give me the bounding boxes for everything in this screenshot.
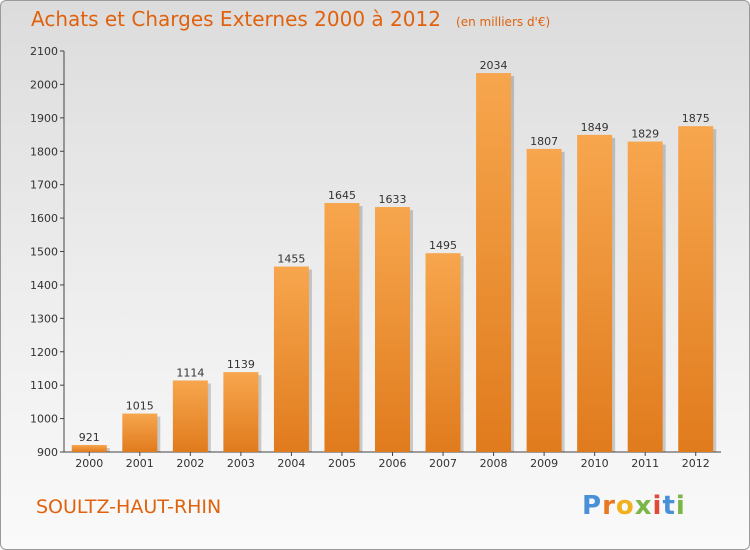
bar-value-label: 1875 (682, 112, 710, 125)
x-tick-label: 2007 (429, 457, 457, 470)
bar (172, 380, 208, 452)
x-tick-label: 2001 (126, 457, 154, 470)
x-tick-label: 2008 (480, 457, 508, 470)
bar (375, 207, 410, 452)
y-tick-label: 2100 (30, 45, 58, 58)
x-tick-label: 2004 (277, 457, 305, 470)
y-tick-label: 1400 (30, 279, 58, 292)
bar-value-label: 1015 (126, 400, 154, 413)
bar (577, 134, 613, 452)
bar-value-label: 1495 (429, 239, 457, 252)
bar (627, 141, 663, 452)
logo-letter: i (652, 491, 663, 521)
y-tick-label: 2000 (30, 78, 58, 91)
logo-letter: i (675, 491, 686, 521)
x-tick-label: 2006 (379, 457, 407, 470)
x-tick-label: 2002 (176, 457, 204, 470)
bar-value-label: 1849 (581, 121, 609, 134)
bar (122, 413, 158, 452)
bar (678, 126, 714, 452)
y-tick-label: 900 (37, 446, 58, 459)
y-tick-label: 1700 (30, 179, 58, 192)
x-tick-label: 2009 (530, 457, 558, 470)
bar (425, 253, 461, 452)
city-name: SOULTZ-HAUT-RHIN (36, 496, 222, 518)
y-tick-label: 1500 (30, 246, 58, 259)
logo-letter: o (615, 491, 635, 521)
y-tick-label: 1300 (30, 312, 58, 325)
y-tick-label: 1800 (30, 145, 58, 158)
proxiti-logo: Proxiti (582, 491, 686, 521)
x-tick-label: 2012 (682, 457, 710, 470)
x-tick-label: 2010 (581, 457, 609, 470)
bar-value-label: 1645 (328, 189, 356, 202)
bar-value-label: 1829 (631, 128, 659, 141)
bar (526, 148, 562, 452)
title-unit: (en milliers d'€) (456, 15, 551, 29)
title-main: Achats et Charges Externes 2000 à 2012 (31, 7, 441, 31)
bar-value-label: 1807 (530, 135, 558, 148)
bar-value-label: 1455 (277, 253, 305, 266)
bar (273, 266, 309, 452)
y-tick-label: 1000 (30, 413, 58, 426)
logo-letter: t (662, 491, 676, 521)
bar (476, 73, 512, 453)
y-tick-label: 1600 (30, 212, 58, 225)
logo-letter: P (582, 491, 603, 521)
logo-letter: r (602, 491, 616, 521)
x-tick-label: 2000 (75, 457, 103, 470)
bar-value-label: 1139 (227, 358, 255, 371)
bar-value-label: 2034 (480, 59, 508, 72)
bar (71, 444, 107, 452)
chart-title: Achats et Charges Externes 2000 à 2012 (… (31, 7, 550, 31)
logo-letter: x (634, 491, 653, 521)
bar (223, 372, 259, 452)
bar-value-label: 1633 (379, 193, 407, 206)
bar-value-label: 1114 (176, 366, 204, 379)
y-tick-label: 1900 (30, 112, 58, 125)
x-tick-label: 2005 (328, 457, 356, 470)
bar (324, 203, 360, 452)
y-tick-label: 1200 (30, 346, 58, 359)
x-tick-label: 2003 (227, 457, 255, 470)
y-tick-label: 1100 (30, 379, 58, 392)
x-tick-label: 2011 (631, 457, 659, 470)
bar-value-label: 921 (79, 431, 100, 444)
